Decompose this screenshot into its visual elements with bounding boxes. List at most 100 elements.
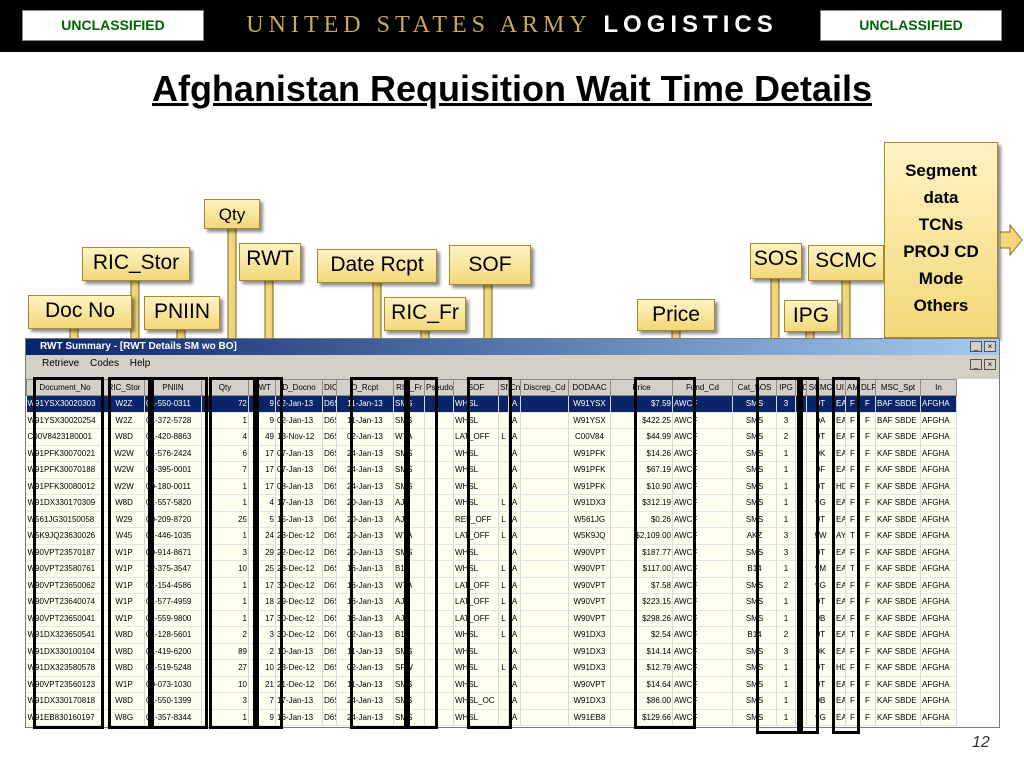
- column-header[interactable]: Document_No: [26, 379, 104, 396]
- table-cell: 9: [795, 643, 807, 660]
- table-row[interactable]: W91PFK30070188 W2W 01-395-0001 7 17 07-Jan-13…: [26, 461, 957, 479]
- minimize-icon[interactable]: _: [970, 341, 982, 352]
- column-header[interactable]: DIC: [322, 379, 337, 396]
- table-cell: 1: [201, 610, 249, 627]
- table-row[interactable]: W91YSX30020254 W2Z 01-372-5728 1 9 02-Jan-13 D…: [26, 412, 957, 429]
- table-row[interactable]: W91DX330170309 W8D 01-557-5820 1 4 17-Jan-13 D…: [26, 494, 957, 512]
- table-row[interactable]: W91DX323650541 W8D 01-128-5601 2 3 30-Dec-12 D…: [26, 626, 957, 644]
- data-grid[interactable]: Document_No RIC_Stor PNIIN Qty RWT D_Docno DIC…: [26, 379, 999, 727]
- table-row[interactable]: W90VPT23580761 W1P 12-375-3547 10 25 23-Dec-1…: [26, 560, 957, 578]
- table-cell: 17: [248, 577, 276, 594]
- table-row[interactable]: C00V8423180001 W8D 01-420-8863 4 49 13-Nov-12…: [26, 428, 957, 446]
- table-cell: 9: [795, 428, 807, 446]
- table-cell: WHSL: [453, 659, 499, 677]
- column-header[interactable]: RIC_Stor: [103, 379, 145, 396]
- table-row[interactable]: W90VPT23560123 W1P 00-073-1030 10 21 21-Dec-1…: [26, 676, 957, 693]
- table-cell: W8D: [103, 692, 145, 710]
- column-header[interactable]: Fund_Cd: [672, 379, 733, 396]
- table-row[interactable]: W91EB830160197 W8G 01-357-8344 1 9 16-Jan-13 D…: [26, 709, 957, 726]
- table-cell: [498, 692, 509, 710]
- column-header[interactable]: DODAAC: [568, 379, 611, 396]
- table-cell: AFGHA: [920, 577, 957, 594]
- table-row[interactable]: W91PFK30070021 W2W 01-576-2424 6 17 07-Jan-13…: [26, 445, 957, 462]
- table-row[interactable]: W561JG30150058 W29 00-209-8720 25 5 15-Jan-13…: [26, 511, 957, 528]
- table-cell: W8D: [103, 643, 145, 660]
- column-header[interactable]: RIC_Fr: [393, 379, 425, 396]
- column-header[interactable]: AMI: [845, 379, 860, 396]
- table-row[interactable]: W90VPT23650041 W1P 01-559-9800 1 17 30-Dec-12…: [26, 610, 957, 627]
- table-row[interactable]: W5K9JQ23630026 W45 01-446-1035 1 24 28-Dec-12…: [26, 527, 957, 545]
- table-cell: 17: [248, 445, 276, 462]
- table-cell: 24-Jan-13: [336, 478, 394, 495]
- table-cell: L: [498, 593, 509, 611]
- table-cell: EA: [834, 626, 846, 644]
- column-header[interactable]: Cat_SOS: [732, 379, 777, 396]
- table-cell: W91DX3: [568, 643, 611, 660]
- table-cell: AJ2: [393, 494, 425, 512]
- table-cell: F: [845, 478, 860, 495]
- column-header[interactable]: Sfx: [498, 379, 509, 396]
- table-row[interactable]: W90VPT23570187 W1P 00-914-8671 3 29 22-Dec-12…: [26, 544, 957, 561]
- table-cell: D6S: [322, 527, 337, 545]
- table-row[interactable]: W90VPT23640074 W1P 01-577-4959 1 18 29-Dec-12…: [26, 593, 957, 611]
- table-row[interactable]: W91YSX30020303 W2Z 01-550-0311 72 9 02-Jan-13…: [26, 395, 957, 413]
- column-header[interactable]: IPG: [776, 379, 796, 396]
- column-header[interactable]: Discrep_Cd: [520, 379, 569, 396]
- table-cell: 1: [776, 659, 796, 677]
- column-header[interactable]: UI: [834, 379, 846, 396]
- column-header[interactable]: D_Rcpt: [336, 379, 394, 396]
- column-header[interactable]: SOF: [453, 379, 499, 396]
- table-cell: $86.00: [610, 692, 673, 710]
- table-cell: 9M: [806, 560, 835, 578]
- table-row[interactable]: W90VPT23650062 W1P 01-154-4586 1 17 30-Dec-12…: [26, 577, 957, 594]
- column-header[interactable]: SC: [795, 379, 807, 396]
- table-cell: W29: [103, 511, 145, 528]
- column-header[interactable]: MSC_Spt: [875, 379, 921, 396]
- table-cell: 00-209-8720: [144, 511, 202, 528]
- callout-ric-fr: RIC_Fr: [384, 297, 466, 331]
- table-cell: F: [845, 511, 860, 528]
- column-header[interactable]: PNIIN: [144, 379, 202, 396]
- close-icon[interactable]: ×: [984, 341, 996, 352]
- table-cell: A: [508, 610, 521, 627]
- table-cell: 01-419-6200: [144, 643, 202, 660]
- table-cell: 9: [795, 610, 807, 627]
- table-cell: 9: [795, 709, 807, 726]
- table-cell: L: [498, 626, 509, 644]
- table-cell: W91PFK: [568, 461, 611, 479]
- table-cell: EA: [834, 445, 846, 462]
- table-cell: AWCF: [672, 676, 733, 693]
- table-cell: D6S: [322, 659, 337, 677]
- table-cell: AFGHA: [920, 659, 957, 677]
- column-header[interactable]: D_Docno: [275, 379, 323, 396]
- segment-line: data: [923, 188, 959, 207]
- table-row[interactable]: W91DX330170818 W8D 01-550-1399 3 7 17-Jan-13 D…: [26, 692, 957, 710]
- table-cell: AFGHA: [920, 676, 957, 693]
- table-cell: 20-Jan-13: [336, 494, 394, 512]
- column-header[interactable]: DLR: [859, 379, 876, 396]
- column-header[interactable]: Qty: [201, 379, 249, 396]
- table-cell: AWCF: [672, 412, 733, 429]
- table-cell: 9: [795, 478, 807, 495]
- column-header[interactable]: Pseudo: [424, 379, 454, 396]
- column-header[interactable]: RWT: [248, 379, 276, 396]
- close-icon[interactable]: ×: [984, 359, 996, 370]
- table-row[interactable]: W91DX330100104 W8D 01-419-6200 89 2 10-Jan-13…: [26, 643, 957, 660]
- table-cell: WHSL: [453, 626, 499, 644]
- column-header[interactable]: Cnd: [508, 379, 521, 396]
- menu-item-help[interactable]: Help: [129, 358, 151, 369]
- table-cell: 29-Dec-12: [275, 593, 323, 611]
- table-cell: SMS: [732, 676, 777, 693]
- menu-item-codes[interactable]: Codes: [90, 358, 119, 369]
- table-row[interactable]: W91DX323580578 W8D 01-519-5248 27 10 23-Dec-1…: [26, 659, 957, 677]
- table-cell: 22-Dec-12: [275, 544, 323, 561]
- column-header[interactable]: SCMC: [806, 379, 835, 396]
- column-header[interactable]: Price: [610, 379, 673, 396]
- table-row[interactable]: W91PFK30080012 W2W 00-180-0011 1 17 08-Jan-13…: [26, 478, 957, 495]
- minimize-icon[interactable]: _: [970, 359, 982, 370]
- table-cell: D6S: [322, 511, 337, 528]
- table-cell: 21: [248, 676, 276, 693]
- menu-item-retrieve[interactable]: Retrieve: [42, 358, 80, 369]
- table-cell: WHSL: [453, 445, 499, 462]
- column-header[interactable]: In: [920, 379, 957, 396]
